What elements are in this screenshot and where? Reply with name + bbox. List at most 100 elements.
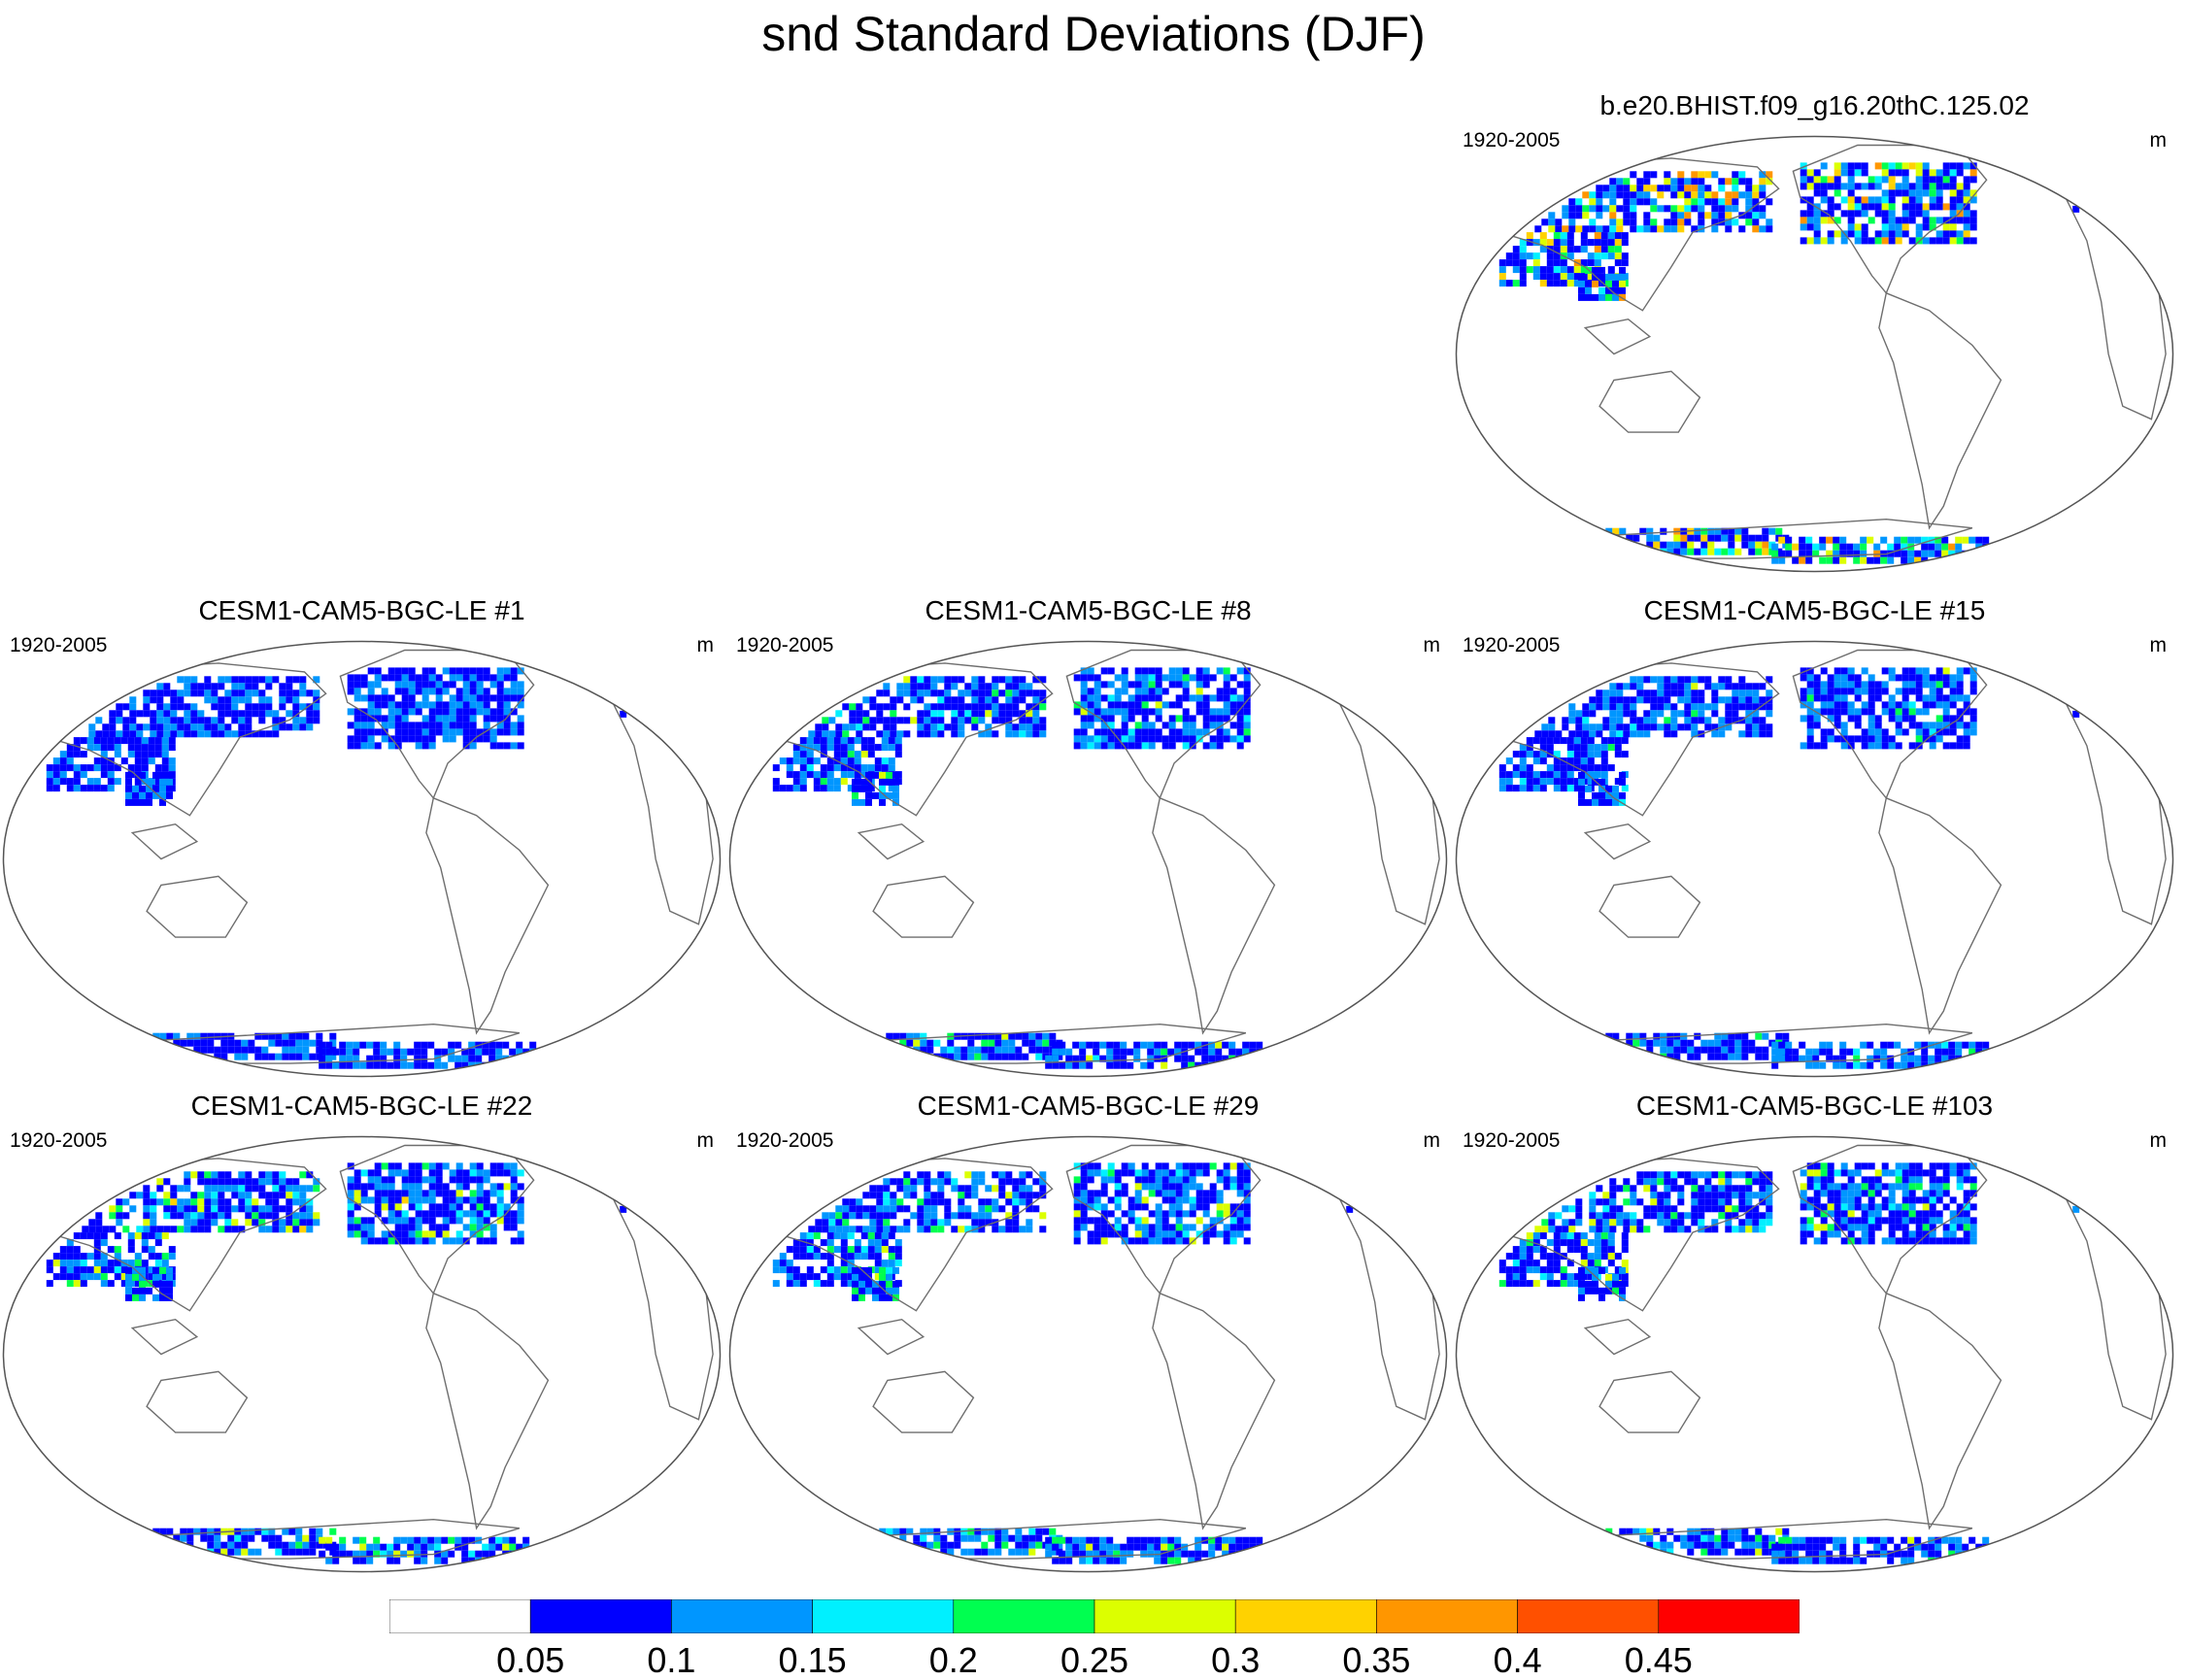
snow-cell (1942, 230, 1950, 238)
snow-cell (1700, 548, 1708, 555)
snow-cell (1175, 1176, 1183, 1184)
snow-cell (1691, 723, 1699, 731)
snow-cell (1498, 259, 1506, 267)
snow-cell (200, 1528, 208, 1535)
snow-cell (1012, 683, 1020, 690)
snow-cell (1223, 728, 1230, 736)
snow-cell (1684, 723, 1692, 731)
snow-cell (1621, 259, 1629, 267)
snow-cell (967, 1053, 975, 1060)
snow-cell (442, 735, 450, 743)
snow-cell (951, 1226, 959, 1233)
snow-cell (150, 1192, 157, 1199)
snow-cell (52, 1260, 60, 1267)
snow-cell (1100, 1230, 1108, 1238)
snow-cell (489, 1224, 497, 1231)
snow-cell (393, 1557, 401, 1564)
snow-cell (1929, 223, 1936, 231)
snow-cell (1580, 1239, 1588, 1247)
snow-cell (1114, 1176, 1122, 1184)
snow-cell (994, 1548, 1002, 1556)
snow-cell (903, 683, 911, 690)
snow-cell (1609, 191, 1617, 199)
snow-cell (1775, 1032, 1783, 1040)
snow-cell (1121, 708, 1128, 716)
snow-cell (1607, 764, 1615, 772)
snow-cell (1680, 534, 1688, 542)
snow-cell (1949, 169, 1957, 177)
snow-cell (1015, 1534, 1023, 1542)
snow-cell (366, 1543, 374, 1551)
snow-cell (1718, 1192, 1726, 1199)
snow-cell (1612, 798, 1619, 806)
snow-cell (1704, 1178, 1712, 1186)
snow-cell (1691, 178, 1699, 185)
snow-depth-field (757, 1144, 1440, 1564)
snow-cell (772, 778, 780, 786)
snow-cell (974, 1053, 982, 1060)
snow-cell (211, 1185, 219, 1193)
snow-cell (150, 1212, 157, 1220)
snow-cell (238, 1178, 246, 1186)
snow-cell (1039, 1226, 1047, 1233)
snow-cell (917, 1205, 925, 1213)
snow-cell (373, 1055, 381, 1062)
snow-cell (380, 1048, 387, 1056)
snow-cell (1216, 1190, 1224, 1197)
snow-cell (88, 730, 96, 738)
snow-cell (156, 723, 164, 731)
snow-cell (1236, 735, 1244, 743)
snow-cell (1215, 1543, 1223, 1551)
snow-cell (1155, 1190, 1162, 1197)
snow-cell (204, 723, 212, 731)
snow-cell (1707, 1046, 1715, 1054)
snow-cell (1229, 1237, 1237, 1245)
snow-cell (1806, 715, 1814, 722)
snow-cell (1670, 683, 1678, 690)
snow-cell (1623, 205, 1631, 213)
snow-cell (80, 785, 87, 792)
snow-cell (1235, 1536, 1243, 1544)
snow-cell (883, 1219, 891, 1226)
snow-cell (865, 771, 872, 779)
snow-cell (1154, 1041, 1161, 1049)
snow-cell (302, 1032, 310, 1040)
snow-cell (772, 1280, 780, 1288)
snow-cell (435, 1203, 443, 1211)
snow-cell (1189, 1169, 1196, 1177)
snow-cell (1127, 1162, 1135, 1170)
snow-cell (387, 1557, 394, 1564)
snow-cell (1099, 1550, 1107, 1558)
snow-cell (114, 1260, 121, 1267)
snow-cell (265, 1192, 273, 1199)
snow-cell (867, 1232, 875, 1240)
snow-cell (295, 1541, 303, 1549)
snow-cell (792, 757, 800, 765)
snow-cell (892, 1287, 899, 1294)
snow-cell (1643, 1178, 1651, 1186)
snow-cell (1948, 543, 1956, 551)
snow-cell (1894, 1041, 1901, 1049)
panel-period: 1920-2005 (1463, 634, 1561, 656)
snow-cell (985, 1212, 993, 1220)
snow-cell (489, 735, 497, 743)
snow-cell (903, 689, 911, 697)
snow-cell (792, 785, 800, 792)
snow-cell (1012, 1178, 1020, 1186)
snow-cell (1895, 728, 1902, 736)
snow-cell (1106, 1061, 1114, 1069)
snow-cell (833, 744, 841, 752)
snow-cell (125, 771, 132, 779)
snow-cell (1505, 1273, 1513, 1281)
snow-cell (985, 689, 993, 697)
snow-cell (204, 1226, 212, 1233)
snow-cell (1012, 710, 1020, 718)
snow-cell (1042, 1528, 1050, 1535)
snow-cell (828, 1212, 836, 1220)
snow-cell (1539, 1232, 1547, 1240)
snow-cell (1026, 1226, 1033, 1233)
snow-cell (141, 1239, 149, 1247)
snow-cell (978, 676, 986, 684)
coastline (872, 875, 975, 938)
snow-cell (152, 1528, 160, 1535)
